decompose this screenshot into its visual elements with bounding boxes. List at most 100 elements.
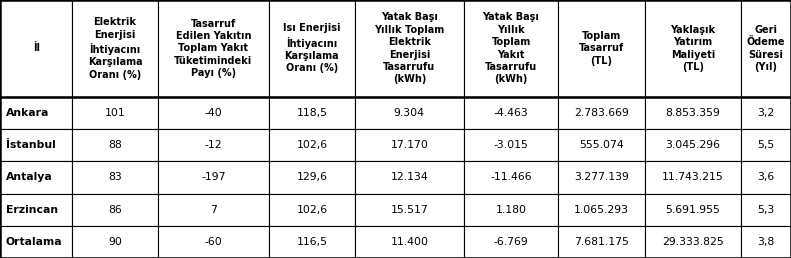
Text: Yaklaşık
Yatırım
Maliyeti
(TL): Yaklaşık Yatırım Maliyeti (TL) (671, 25, 716, 72)
Text: 3,2: 3,2 (757, 108, 774, 118)
Bar (354, 129, 464, 161)
Bar (464, 161, 558, 194)
Text: 7.681.175: 7.681.175 (574, 237, 629, 247)
Bar (0, 226, 73, 258)
Bar (270, 226, 354, 258)
Bar (157, 0, 270, 97)
Bar (645, 226, 741, 258)
Text: 102,6: 102,6 (297, 140, 327, 150)
Bar (741, 161, 791, 194)
Text: -4.463: -4.463 (494, 108, 528, 118)
Text: 2.783.669: 2.783.669 (574, 108, 629, 118)
Text: 3,6: 3,6 (757, 172, 774, 182)
Text: Erzincan: Erzincan (6, 205, 58, 215)
Text: 118,5: 118,5 (297, 108, 327, 118)
Text: Yatak Başı
Yıllık
Toplam
Yakıt
Tasarrufu
(kWh): Yatak Başı Yıllık Toplam Yakıt Tasarrufu… (483, 12, 539, 84)
Bar (270, 129, 354, 161)
Bar (157, 194, 270, 226)
Text: 17.170: 17.170 (391, 140, 428, 150)
Bar (741, 226, 791, 258)
Bar (157, 161, 270, 194)
Bar (558, 226, 645, 258)
Text: 116,5: 116,5 (297, 237, 327, 247)
Text: Ortalama: Ortalama (6, 237, 62, 247)
Text: 1.180: 1.180 (495, 205, 527, 215)
Bar (0, 97, 73, 129)
Bar (0, 194, 73, 226)
Bar (558, 194, 645, 226)
Text: 5,3: 5,3 (757, 205, 774, 215)
Bar (741, 194, 791, 226)
Text: 3.277.139: 3.277.139 (574, 172, 629, 182)
Text: Elektrik
Enerjisi
İhtiyacını
Karşılama
Oranı (%): Elektrik Enerjisi İhtiyacını Karşılama O… (88, 17, 142, 79)
Text: 88: 88 (108, 140, 122, 150)
Text: 8.853.359: 8.853.359 (665, 108, 721, 118)
Bar (741, 97, 791, 129)
Bar (73, 97, 157, 129)
Text: 101: 101 (104, 108, 125, 118)
Bar (645, 129, 741, 161)
Text: Tasarruf
Edilen Yakıtın
Toplam Yakıt
Tüketimindeki
Payı (%): Tasarruf Edilen Yakıtın Toplam Yakıt Tük… (174, 19, 252, 78)
Text: 11.743.215: 11.743.215 (662, 172, 724, 182)
Text: 3.045.296: 3.045.296 (665, 140, 721, 150)
Text: Geri
Ödeme
Süresi
(Yıl): Geri Ödeme Süresi (Yıl) (747, 25, 785, 72)
Bar (0, 0, 73, 97)
Text: -6.769: -6.769 (494, 237, 528, 247)
Bar (558, 97, 645, 129)
Bar (558, 129, 645, 161)
Bar (645, 97, 741, 129)
Text: Isı Enerjisi
İhtiyacını
Karşılama
Oranı (%): Isı Enerjisi İhtiyacını Karşılama Oranı … (283, 23, 341, 73)
Bar (464, 194, 558, 226)
Text: İl: İl (32, 43, 40, 53)
Text: 555.074: 555.074 (579, 140, 624, 150)
Bar (464, 129, 558, 161)
Bar (73, 0, 157, 97)
Text: 5,5: 5,5 (757, 140, 774, 150)
Text: 11.400: 11.400 (390, 237, 429, 247)
Bar (157, 129, 270, 161)
Bar (157, 226, 270, 258)
Text: 102,6: 102,6 (297, 205, 327, 215)
Bar (354, 0, 464, 97)
Text: 83: 83 (108, 172, 122, 182)
Bar (0, 129, 73, 161)
Bar (270, 194, 354, 226)
Text: -40: -40 (205, 108, 222, 118)
Text: -11.466: -11.466 (490, 172, 532, 182)
Bar (354, 97, 464, 129)
Bar (558, 0, 645, 97)
Bar (645, 194, 741, 226)
Text: -60: -60 (205, 237, 222, 247)
Text: İstanbul: İstanbul (6, 140, 55, 150)
Text: 5.691.955: 5.691.955 (665, 205, 721, 215)
Bar (741, 129, 791, 161)
Text: 7: 7 (210, 205, 217, 215)
Bar (0, 161, 73, 194)
Text: -197: -197 (201, 172, 225, 182)
Bar (354, 194, 464, 226)
Text: 1.065.293: 1.065.293 (574, 205, 629, 215)
Text: Yatak Başı
Yıllık Toplam
Elektrik
Enerjisi
Tasarrufu
(kWh): Yatak Başı Yıllık Toplam Elektrik Enerji… (374, 12, 445, 84)
Text: -12: -12 (205, 140, 222, 150)
Text: 15.517: 15.517 (391, 205, 428, 215)
Text: 12.134: 12.134 (391, 172, 428, 182)
Bar (354, 161, 464, 194)
Bar (741, 0, 791, 97)
Text: 3,8: 3,8 (757, 237, 774, 247)
Bar (73, 161, 157, 194)
Bar (464, 0, 558, 97)
Text: 129,6: 129,6 (297, 172, 327, 182)
Bar (270, 0, 354, 97)
Text: 86: 86 (108, 205, 122, 215)
Bar (464, 97, 558, 129)
Bar (73, 226, 157, 258)
Text: Toplam
Tasarruf
(TL): Toplam Tasarruf (TL) (579, 31, 624, 66)
Text: Antalya: Antalya (6, 172, 52, 182)
Text: 90: 90 (108, 237, 122, 247)
Bar (73, 129, 157, 161)
Bar (464, 226, 558, 258)
Text: 9.304: 9.304 (394, 108, 425, 118)
Bar (157, 97, 270, 129)
Bar (645, 0, 741, 97)
Bar (645, 161, 741, 194)
